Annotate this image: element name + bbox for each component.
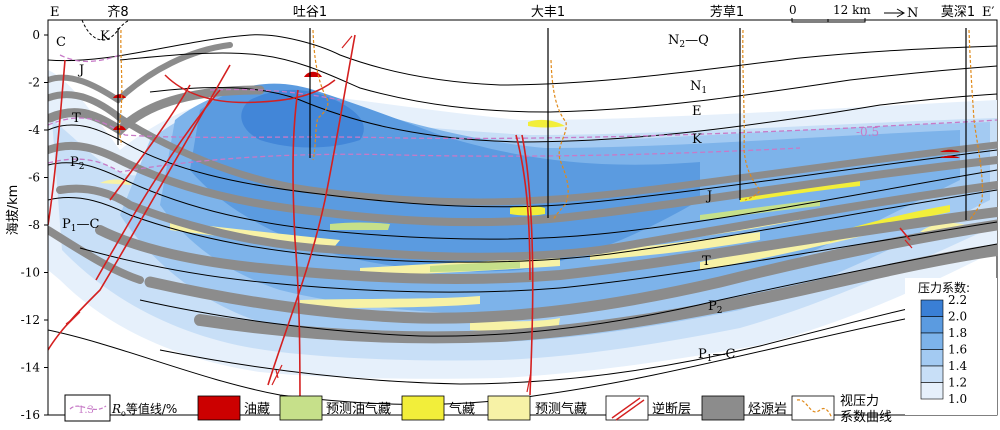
y-tick-label: -10 (21, 266, 40, 280)
legend-curve-line1: 视压力 (840, 394, 879, 409)
well-label-qi8: 齐8 (107, 4, 128, 20)
well-label-fangcao1: 芳草1 (710, 5, 744, 20)
pressure-legend-value: 1.6 (948, 343, 967, 357)
legend-pred-oilgas: 预测油气藏 (326, 401, 391, 417)
legend-pred-gas: 预测气藏 (535, 401, 587, 417)
north-label: N (907, 6, 918, 21)
stratum-t-left: T (72, 111, 81, 126)
well-labels: 齐8 吐谷1 大丰1 芳草1 莫深1 (107, 4, 975, 20)
stratum-j: J (705, 189, 712, 204)
pressure-legend-value: 2.0 (948, 310, 967, 324)
north-arrow: N (884, 6, 918, 21)
pressure-swatch (920, 332, 944, 350)
scale-bar-start: 0 (789, 3, 797, 17)
stratum-c: C (56, 35, 66, 50)
well-label-tugu1: 吐谷1 (293, 5, 327, 20)
well-label-dafeng1: 大丰1 (531, 5, 565, 20)
pressure-legend-title: 压力系数: (918, 280, 970, 295)
y-tick-label: -8 (28, 218, 40, 232)
section-start-label: E (50, 5, 60, 20)
north-arrow-icon (896, 8, 906, 18)
anticline-outline (164, 74, 336, 104)
legend: 1.3 Ro等值线/% 油藏 预测油气藏 气藏 预测气藏 逆断层 烃源岩 视压力… (64, 394, 892, 425)
well-bores (117, 28, 967, 220)
stratum-k: K (692, 132, 702, 147)
stratum-e: E (692, 104, 702, 119)
oil-reservoirs (113, 71, 960, 158)
stratum-t: T (702, 254, 711, 269)
legend-fault: 逆断层 (652, 401, 691, 417)
legend-gas: 气藏 (449, 401, 475, 417)
pressure-legend-value: 1.2 (948, 376, 967, 390)
y-axis-label: 海拔/km (6, 185, 21, 236)
pressure-legend: 压力系数: 2.2 2.0 1.8 1.6 1.4 1.2 1.0 (905, 278, 997, 415)
ro-isolines (48, 54, 998, 173)
scale-bar: 0 12 km (789, 3, 871, 23)
stratum-j-left: J (77, 63, 84, 78)
y-tick-label: -14 (21, 361, 41, 375)
stratum-p2: P2 (708, 299, 722, 316)
pressure-swatch (920, 382, 944, 400)
y-tick-label: -6 (28, 171, 40, 185)
pressure-legend-value: 1.4 (948, 359, 967, 373)
y-axis: 0 -2 -4 -6 -8 -10 -12 -14 -16 海拔/km (6, 20, 49, 422)
legend-ro-label: Ro等值线/% (111, 401, 177, 418)
thrust-faults (48, 34, 911, 415)
y-tick-label: -2 (28, 76, 40, 90)
y-tick-label: 0 (32, 28, 40, 42)
fault-arrows (61, 35, 913, 393)
pressure-field-2.2 (241, 89, 364, 148)
pressure-swatch (920, 349, 944, 367)
pressure-swatch (920, 365, 944, 383)
y-tick-label: -4 (28, 123, 40, 137)
pressure-legend-value: 1.8 (948, 326, 967, 340)
scale-bar-end: 12 km (833, 3, 871, 17)
strata-labels: C K J T P2 P1—C N2—Q N1 E K J T P2 P1—C (56, 29, 735, 364)
upper-dashed-boundary (81, 20, 131, 41)
y-tick-label: -16 (21, 408, 40, 422)
source-rock-layers (48, 42, 998, 344)
stratum-n2q: N2—Q (668, 33, 709, 50)
stratum-k-left: K (100, 29, 110, 44)
ro-isoline-value: -0.5 (856, 125, 879, 139)
y-tick-label: -12 (21, 313, 40, 327)
pressure-legend-value: 1.0 (948, 392, 967, 406)
stratum-p1c: P1—C (698, 347, 735, 364)
predicted-oilgas-lenses (330, 200, 820, 272)
pressure-swatch (920, 316, 944, 334)
stratum-p1c-left: P1—C (62, 217, 99, 234)
stratum-n1: N1 (690, 79, 707, 96)
well-label-moshen1: 莫深1 (941, 5, 975, 20)
legend-curve-line2: 系数曲线 (840, 410, 892, 425)
legend-source: 烃源岩 (748, 402, 787, 417)
pressure-swatch (920, 299, 944, 317)
legend-ro-sample: 1.3 (78, 405, 94, 416)
section-end-label: E′ (982, 5, 994, 20)
stratum-p2-left: P2 (70, 155, 84, 172)
pressure-coefficient-curves (118, 29, 983, 221)
legend-oil: 油藏 (244, 402, 270, 417)
pressure-legend-value: 2.2 (948, 293, 967, 307)
